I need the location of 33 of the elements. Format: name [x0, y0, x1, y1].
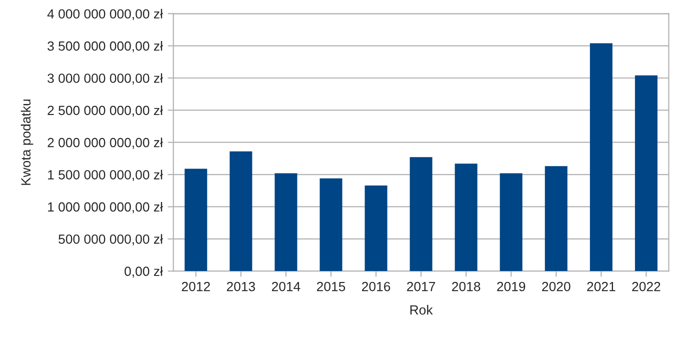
x-tick-label: 2021 [587, 282, 616, 292]
bar [364, 185, 388, 272]
y-tick-label: 2 000 000 000,00 zł [48, 138, 163, 149]
y-tick-label: 1 500 000 000,00 zł [48, 170, 163, 182]
bar [320, 178, 342, 272]
y-tick-label: 2 500 000 000,00 zł [48, 105, 163, 117]
x-tick-label: 2020 [542, 282, 570, 292]
y-tick-label: 0,00 zł [124, 266, 163, 278]
x-tick-label: 2014 [272, 282, 300, 292]
bar [410, 157, 432, 272]
bar [544, 166, 568, 272]
y-tick-label: 4 000 000 000,00 zł [47, 8, 163, 20]
x-tick-label: 2019 [497, 282, 526, 292]
y-tick-label: 3 500 000 000,00 zł [48, 41, 163, 52]
bar [230, 151, 252, 272]
y-tick-label: 500 000 000,00 zł [58, 234, 163, 246]
x-tick-label: 2022 [632, 282, 660, 292]
x-axis-title: Rok [410, 304, 433, 315]
x-tick-label: 2018 [452, 282, 480, 292]
bar [184, 168, 208, 272]
x-tick-label: 2015 [316, 282, 346, 292]
bar [634, 75, 658, 272]
y-tick-label: 1 000 000 000,00 zł [48, 202, 163, 214]
x-tick-label: 2017 [407, 282, 436, 292]
bar [454, 164, 478, 272]
bar [274, 173, 298, 272]
x-tick-label: 2012 [182, 282, 210, 292]
bar [500, 173, 522, 272]
x-tick-label: 2016 [362, 282, 390, 292]
bar [590, 43, 612, 272]
x-tick-label: 2013 [226, 282, 256, 292]
y-axis-title: Kwota podatku [20, 100, 34, 185]
y-tick-label: 3 000 000 000,00 zł [48, 73, 163, 84]
